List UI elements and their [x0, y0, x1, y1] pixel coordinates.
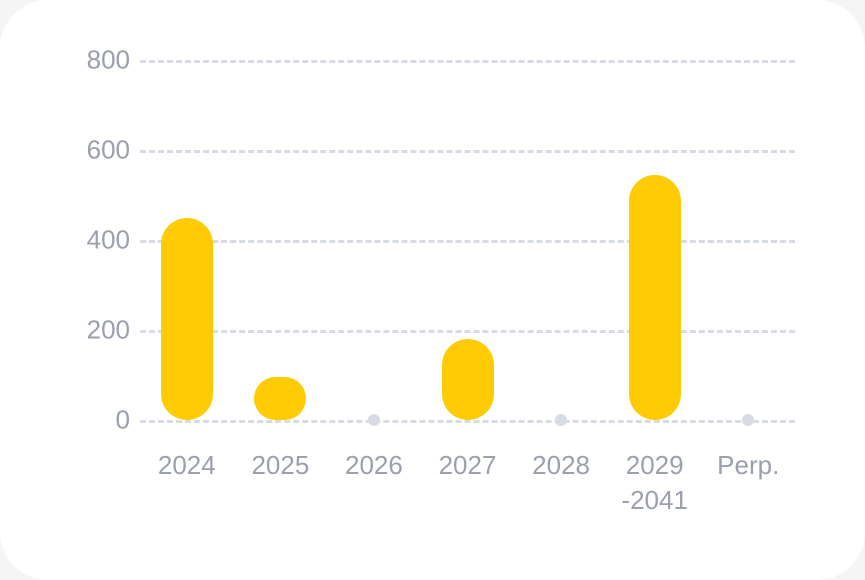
- x-tick-label: 2029 -2041: [608, 430, 702, 540]
- zero-marker: [742, 414, 754, 426]
- bar: [442, 339, 494, 420]
- x-tick-label: 2024: [140, 430, 234, 540]
- zero-marker: [368, 414, 380, 426]
- bar-cell: [327, 60, 421, 420]
- bar-cell: [514, 60, 608, 420]
- y-tick-label: 800: [40, 45, 130, 76]
- y-tick-label: 600: [40, 135, 130, 166]
- chart-area: 0200400600800 202420252026202720282029 -…: [40, 50, 825, 540]
- gridline: [140, 420, 795, 423]
- y-tick-label: 200: [40, 315, 130, 346]
- x-tick-label: 2027: [421, 430, 515, 540]
- x-tick-label: 2026: [327, 430, 421, 540]
- bar-cell: [234, 60, 328, 420]
- plot-area: [140, 60, 795, 420]
- bars-container: [140, 60, 795, 420]
- x-tick-label: Perp.: [701, 430, 795, 540]
- chart-card: 0 200 400 600 800 202420252026202720282029 -…: [0, 0, 865, 580]
- bar: [254, 377, 306, 420]
- bar: [629, 175, 681, 420]
- zero-marker: [555, 414, 567, 426]
- x-axis-labels: 202420252026202720282029 -2041Perp.: [140, 430, 795, 540]
- x-tick-label: 2028: [514, 430, 608, 540]
- x-tick-label: 2025: [234, 430, 328, 540]
- y-tick-label: 0: [40, 405, 130, 436]
- bar-cell: [701, 60, 795, 420]
- bar: [161, 218, 213, 421]
- bar-cell: [421, 60, 515, 420]
- bar-cell: [140, 60, 234, 420]
- y-tick-label: 400: [40, 225, 130, 256]
- bar-cell: [608, 60, 702, 420]
